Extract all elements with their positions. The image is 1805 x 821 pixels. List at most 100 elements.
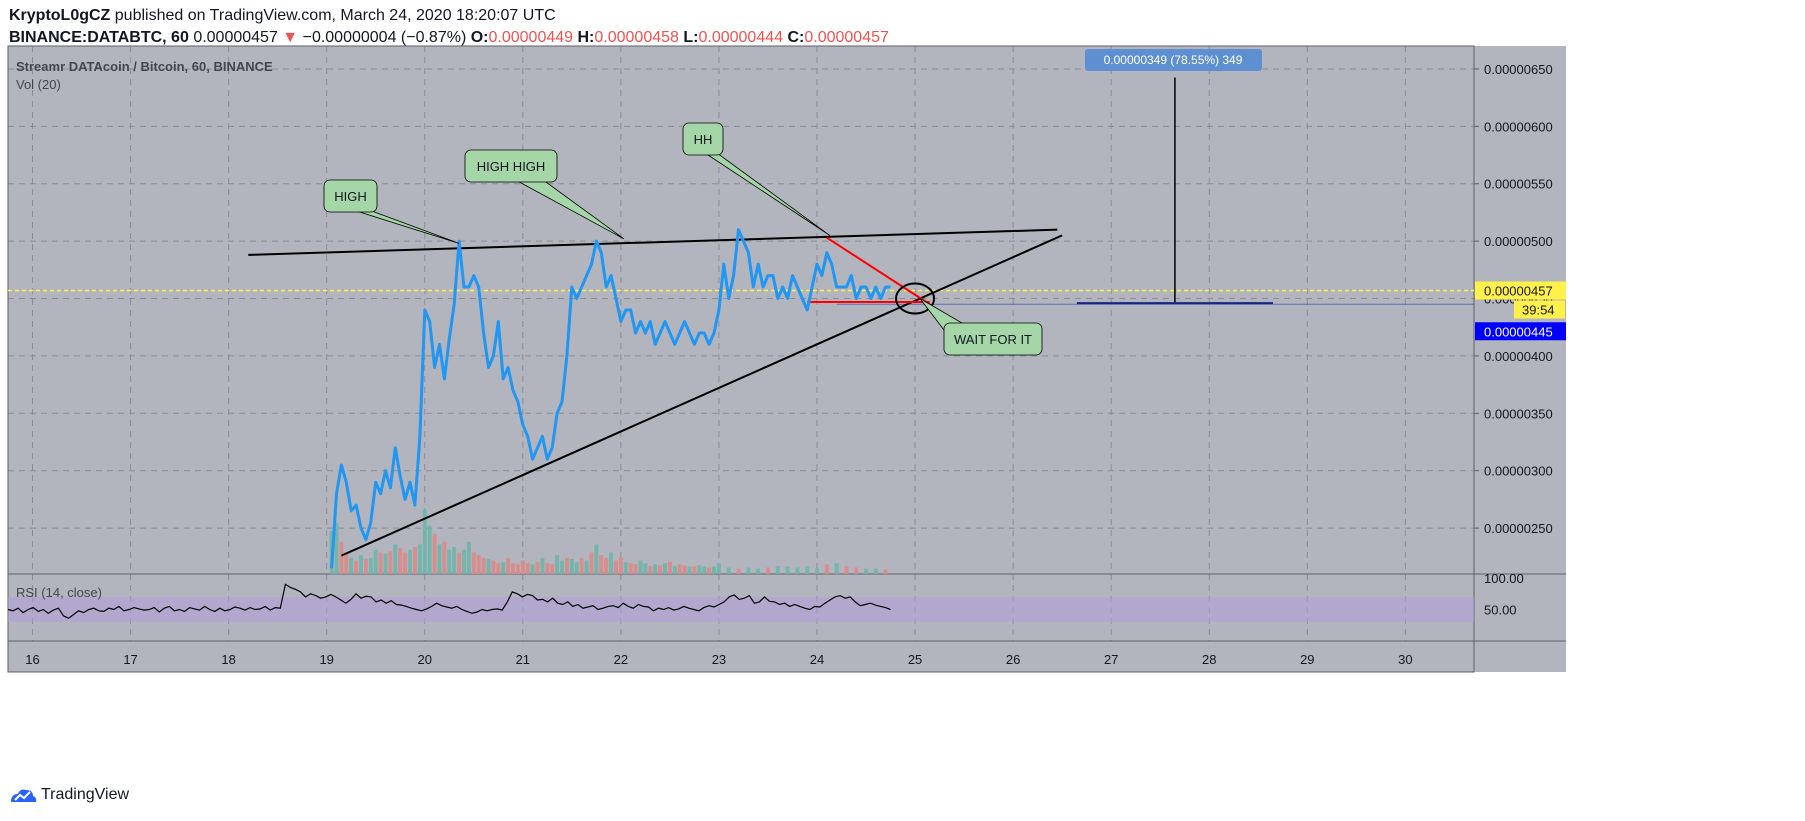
volume-bar (594, 544, 599, 574)
volume-bar (834, 563, 839, 574)
volume-bar (471, 552, 476, 574)
volume-bar (672, 565, 677, 574)
volume-bar (560, 560, 565, 574)
volume-bar (403, 552, 408, 574)
price-change: −0.00000004 (−0.87%) (302, 29, 467, 46)
volume-bar (535, 562, 540, 574)
volume-bar (746, 567, 751, 574)
trendline-2[interactable] (340, 234, 1063, 557)
volume-bar (702, 566, 707, 574)
price-tick-label: 0.00000600 (1484, 119, 1553, 134)
time-tick-label: 21 (516, 652, 530, 667)
volume-bar (883, 569, 888, 574)
volume-bar (476, 555, 481, 574)
volume-bar (697, 565, 702, 574)
volume-bar (712, 566, 717, 574)
volume-bar (437, 544, 442, 574)
volume-bar (408, 549, 413, 574)
price-line (330, 228, 891, 569)
volume-bar (545, 563, 550, 574)
volume-bar (398, 548, 403, 574)
volume-bar (363, 558, 368, 574)
volume-bar (334, 522, 339, 574)
volume-bar (422, 509, 427, 574)
volume-bar (564, 557, 569, 574)
note-high[interactable]: HIGH (323, 179, 460, 244)
author-name[interactable]: KryptoL0gCZ (9, 7, 111, 24)
symbol-info: BINANCE:DATABTC, 60 0.00000457 ▼ −0.0000… (9, 29, 889, 47)
volume-bar (354, 560, 359, 574)
volume-bar (447, 549, 452, 574)
volume-bar (618, 557, 623, 574)
volume-bar (442, 541, 447, 574)
volume-bar (496, 563, 501, 574)
note-wait-for-it[interactable]: WAIT FOR IT (919, 298, 1043, 356)
note-high-high[interactable]: HIGH HIGH (464, 149, 625, 240)
volume-bar (427, 525, 432, 574)
time-tick-label: 18 (221, 652, 235, 667)
volume-bar (339, 541, 344, 574)
price-tick-label: 0.00000350 (1484, 406, 1553, 421)
volume-bar (716, 563, 721, 574)
volume-bar (378, 552, 383, 574)
note-hh[interactable]: HH (682, 122, 830, 236)
time-tick-label: 16 (25, 652, 39, 667)
volume-bar (589, 552, 594, 574)
volume-bar (383, 553, 388, 574)
highlight-ellipse (895, 282, 936, 315)
time-tick-label: 20 (418, 652, 432, 667)
rsi-line (7, 583, 891, 620)
note-wait-for-it-box (943, 322, 1043, 356)
volume-bar (667, 562, 672, 574)
footer-brand[interactable]: TradingView (9, 786, 129, 804)
volume-bar (555, 555, 560, 574)
last-price: 0.00000457 (193, 29, 278, 46)
measure-label: 0.00000349 (78.55%) 349 (1104, 53, 1243, 67)
volume-bar (775, 565, 780, 574)
high-value: 0.00000458 (594, 29, 679, 46)
blue-price-badge-label: 0.00000445 (1484, 324, 1553, 339)
time-tick-label: 23 (712, 652, 726, 667)
close-label: C: (787, 29, 805, 46)
volume-bar (461, 549, 466, 574)
volume-bar (658, 565, 663, 574)
close-value: 0.00000457 (804, 29, 889, 46)
volume-bar (643, 563, 648, 574)
rsi-axis-label: 50.00 (1484, 603, 1517, 618)
trendline-1[interactable] (248, 228, 1058, 256)
note-hh-box (682, 122, 724, 156)
note-high-box (323, 179, 378, 213)
time-tick-label: 27 (1104, 652, 1118, 667)
volume-bar (677, 564, 682, 574)
volume-bar (412, 547, 417, 574)
volume-bar (569, 558, 574, 574)
volume-bar (824, 564, 829, 574)
rsi-band (8, 596, 1474, 623)
volume-bar (604, 557, 609, 574)
price-tick-label: 0.00000550 (1484, 177, 1553, 192)
high-label: H: (577, 29, 595, 46)
main-pane-background (8, 46, 1474, 574)
current-price-badge-label: 0.00000457 (1484, 283, 1553, 298)
low-value: 0.00000444 (698, 29, 784, 46)
time-tick-label: 17 (123, 652, 137, 667)
volume-bar (623, 562, 628, 574)
time-tick-label: 19 (319, 652, 333, 667)
note-wait-for-it-label: WAIT FOR IT (954, 332, 1032, 347)
volume-bar (736, 568, 741, 574)
volume-bar (633, 564, 638, 574)
countdown-badge (1514, 300, 1565, 319)
published-text: published on TradingView.com, March 24, … (114, 7, 556, 24)
volume-bar (373, 549, 378, 574)
current-price-badge (1475, 281, 1566, 300)
volume-bar (756, 568, 761, 574)
volume-bar (520, 560, 525, 574)
volume-bar (628, 563, 633, 574)
price-tick-label: 0.00000650 (1484, 62, 1553, 77)
price-tick-label: 0.00000300 (1484, 464, 1553, 479)
volume-bar (873, 568, 878, 574)
volume-bar (638, 560, 643, 574)
trendline-3[interactable] (826, 236, 931, 306)
volume-bar (481, 557, 486, 574)
